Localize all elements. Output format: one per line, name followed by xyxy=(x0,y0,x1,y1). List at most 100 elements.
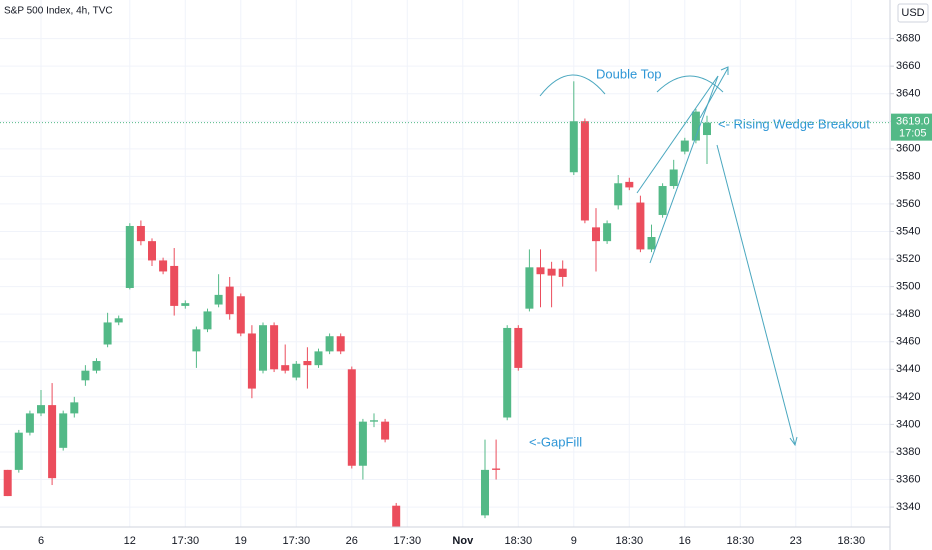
y-tick-label: 3500 xyxy=(896,281,920,293)
candle-body xyxy=(580,121,589,221)
candles xyxy=(3,81,711,527)
candle-body xyxy=(181,303,190,306)
candle-body xyxy=(225,286,234,315)
candle-body xyxy=(81,370,90,381)
y-tick-label: 3540 xyxy=(896,225,920,237)
last-price-box xyxy=(891,113,932,141)
x-tick-label: 18:30 xyxy=(727,535,755,547)
candle-body xyxy=(236,296,245,334)
candle-body xyxy=(392,505,401,527)
x-tick-label: 16 xyxy=(679,535,691,547)
candle-body xyxy=(214,294,223,305)
candle-body xyxy=(647,237,656,250)
y-tick-label: 3480 xyxy=(896,308,920,320)
x-tick-label: 17:30 xyxy=(172,535,200,547)
candle-body xyxy=(325,336,334,352)
candle-body xyxy=(514,327,523,368)
candle-body xyxy=(59,413,68,448)
annotation: <- Rising Wedge Breakout xyxy=(718,116,870,131)
candle-body xyxy=(669,169,678,187)
candle-body xyxy=(503,327,512,418)
candle-body xyxy=(136,225,145,242)
x-tick-label: 18:30 xyxy=(505,535,533,547)
currency[interactable]: USD xyxy=(901,7,924,19)
chart-title: S&P 500 Index, 4h, TVC xyxy=(4,6,113,17)
candle-body xyxy=(192,329,201,352)
candle-body xyxy=(336,336,345,352)
arrow-head xyxy=(789,436,798,447)
candle-body xyxy=(92,361,101,371)
candle-body xyxy=(159,260,168,272)
y-tick-label: 3460 xyxy=(896,336,920,348)
candle-body xyxy=(636,202,645,250)
y-tick-label: 3520 xyxy=(896,253,920,265)
y-tick-label: 3560 xyxy=(896,198,920,210)
candle-body xyxy=(603,223,612,242)
candle-body xyxy=(658,186,667,215)
y-tick-label: 3420 xyxy=(896,391,920,403)
y-tick-label: 3660 xyxy=(896,60,920,72)
candle-body xyxy=(48,405,57,479)
double-top-arc xyxy=(539,74,606,97)
countdown: 17:05 xyxy=(899,128,927,140)
y-tick-label: 3640 xyxy=(896,88,920,100)
candle-body xyxy=(103,322,112,345)
x-tick-label: Nov xyxy=(452,535,474,547)
candle-body xyxy=(292,363,301,378)
wedge-line xyxy=(636,75,719,194)
x-tick-label: 19 xyxy=(235,535,247,547)
wedge-line xyxy=(649,75,719,264)
x-tick-label: 17:30 xyxy=(394,535,422,547)
candle-body xyxy=(247,333,256,389)
candle-body xyxy=(481,469,489,516)
candle-body xyxy=(170,265,179,306)
candle-body xyxy=(203,311,212,330)
x-tick-label: 12 xyxy=(124,535,136,547)
annotation: Double Top xyxy=(596,66,662,81)
wedge-arrow xyxy=(699,67,729,119)
candle-body xyxy=(281,365,290,371)
candle-body xyxy=(680,140,689,152)
candle-body xyxy=(381,421,390,440)
y-tick-label: 3340 xyxy=(896,501,920,513)
candle-body xyxy=(592,227,600,242)
y-tick-label: 3360 xyxy=(896,473,920,485)
candle-body xyxy=(314,351,323,366)
y-tick-label: 3600 xyxy=(896,143,920,155)
candle-body xyxy=(125,225,134,288)
target-arrow xyxy=(716,144,796,446)
candle-body xyxy=(558,268,567,277)
candle-body xyxy=(347,369,356,466)
x-tick-label: 9 xyxy=(571,535,577,547)
candle-body xyxy=(148,241,156,261)
candle-body xyxy=(303,361,312,366)
drawings xyxy=(539,66,798,447)
x-tick-label: 23 xyxy=(790,535,802,547)
candle-body xyxy=(114,318,123,323)
candle-body xyxy=(547,268,556,276)
candle-body xyxy=(370,420,378,422)
candle-body xyxy=(569,121,578,173)
candle-body xyxy=(525,267,534,309)
x-tick-label: 17:30 xyxy=(283,535,311,547)
x-tick-label: 26 xyxy=(346,535,358,547)
candle-body xyxy=(70,402,79,414)
candle-body xyxy=(37,405,45,414)
candle-body xyxy=(14,432,23,470)
candle-body xyxy=(625,181,634,188)
y-tick-label: 3680 xyxy=(896,32,920,44)
currency-box[interactable] xyxy=(897,3,929,23)
annotation: <-GapFill xyxy=(529,434,582,449)
x-tick-label: 18:30 xyxy=(616,535,644,547)
candle-body xyxy=(25,413,34,433)
x-tick-label: 18:30 xyxy=(838,535,866,547)
candle-body xyxy=(691,111,700,141)
candle-body xyxy=(358,421,367,466)
x-tick-label: 6 xyxy=(38,535,44,547)
y-tick-label: 3380 xyxy=(896,446,920,458)
last-price-label: 3619.0 xyxy=(896,116,930,128)
double-top-arc xyxy=(656,75,724,93)
candle-body xyxy=(614,183,623,206)
y-tick-label: 3440 xyxy=(896,363,920,375)
